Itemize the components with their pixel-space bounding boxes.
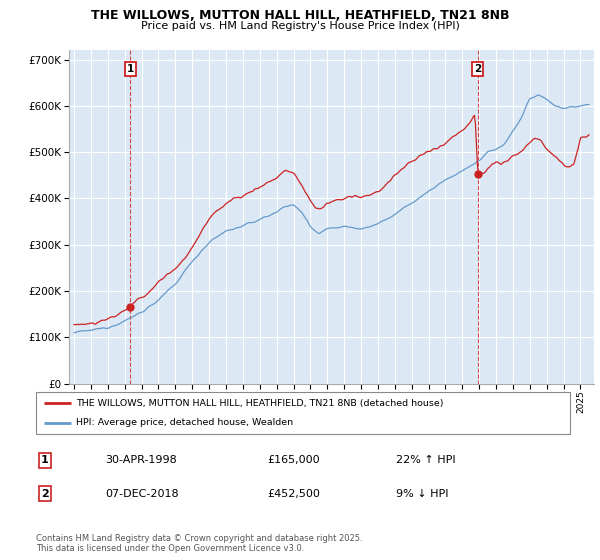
Text: THE WILLOWS, MUTTON HALL HILL, HEATHFIELD, TN21 8NB (detached house): THE WILLOWS, MUTTON HALL HILL, HEATHFIEL… — [76, 399, 443, 408]
Text: 1: 1 — [41, 455, 49, 465]
Text: 22% ↑ HPI: 22% ↑ HPI — [396, 455, 455, 465]
FancyBboxPatch shape — [36, 392, 570, 434]
Text: 2: 2 — [474, 64, 481, 74]
Text: THE WILLOWS, MUTTON HALL HILL, HEATHFIELD, TN21 8NB: THE WILLOWS, MUTTON HALL HILL, HEATHFIEL… — [91, 9, 509, 22]
Text: 2: 2 — [41, 489, 49, 499]
Text: 07-DEC-2018: 07-DEC-2018 — [105, 489, 179, 499]
Text: 30-APR-1998: 30-APR-1998 — [105, 455, 177, 465]
Text: HPI: Average price, detached house, Wealden: HPI: Average price, detached house, Weal… — [76, 418, 293, 427]
Text: £452,500: £452,500 — [267, 489, 320, 499]
Text: 9% ↓ HPI: 9% ↓ HPI — [396, 489, 449, 499]
Text: Contains HM Land Registry data © Crown copyright and database right 2025.
This d: Contains HM Land Registry data © Crown c… — [36, 534, 362, 553]
Text: £165,000: £165,000 — [267, 455, 320, 465]
Text: 1: 1 — [127, 64, 134, 74]
Text: Price paid vs. HM Land Registry's House Price Index (HPI): Price paid vs. HM Land Registry's House … — [140, 21, 460, 31]
